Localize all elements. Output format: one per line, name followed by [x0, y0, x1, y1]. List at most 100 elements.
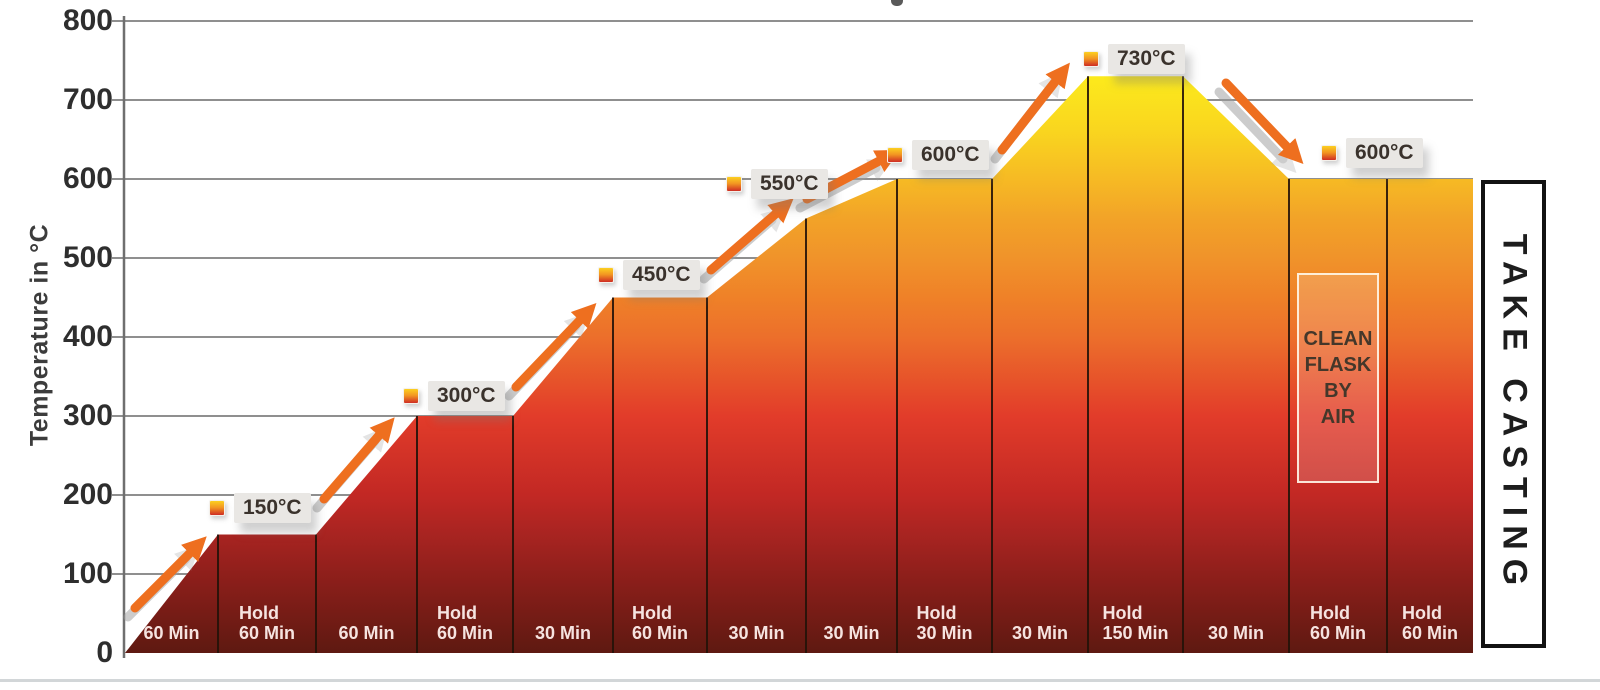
- ramp-arrow-icon: [511, 302, 597, 392]
- segment-label-line: 60 Min: [143, 622, 200, 643]
- ramp-arrow-icon: [706, 198, 794, 275]
- segment-label-line: 60 Min: [238, 622, 295, 643]
- segment-duration-label: 60 Min: [316, 591, 417, 653]
- y-tick-label-600: 600: [62, 162, 113, 195]
- y-tick-label-0: 0: [96, 636, 113, 669]
- segment-duration-label: Hold 150 Min: [1088, 591, 1183, 653]
- y-tick-label-500: 500: [62, 241, 113, 274]
- segment-label-line: 60 Min: [631, 622, 688, 643]
- profile-segment: [218, 534, 316, 653]
- temp-value-badge: 730°C: [1108, 44, 1185, 74]
- segment-label-line: 150 Min: [1102, 622, 1169, 643]
- heat-marker-icon: [726, 176, 742, 192]
- ramp-arrow-icon: [130, 536, 207, 613]
- profile-segment: [707, 218, 806, 653]
- segment-label-line: Hold: [916, 602, 957, 623]
- profile-segment: [1289, 179, 1387, 653]
- temp-point-label: 550°C: [726, 169, 828, 199]
- ramp-arrow-icon: [1221, 78, 1304, 165]
- segment-duration-label: Hold 30 Min: [897, 591, 992, 653]
- profile-segment: [992, 76, 1088, 654]
- bottom-divider-line: [0, 679, 1600, 682]
- segment-label-line: 60 Min: [436, 622, 493, 643]
- segment-duration-label: 30 Min: [806, 591, 897, 653]
- temp-value-badge: 150°C: [234, 493, 311, 523]
- profile-segment: [806, 179, 897, 653]
- segment-separators: [217, 76, 1388, 653]
- cropped-title-remnant: [891, 0, 903, 6]
- heat-marker-icon: [403, 388, 419, 404]
- temp-value-badge: 550°C: [751, 169, 828, 199]
- take-casting-annotation: TAKE CASTING: [1481, 180, 1546, 648]
- segment-label-line: Hold: [631, 602, 672, 623]
- ramp-arrow-icon: [319, 417, 395, 504]
- segment-label-line: 30 Min: [823, 622, 880, 643]
- segment-duration-label: 30 Min: [1183, 591, 1289, 653]
- profile-segment: [613, 297, 707, 653]
- profile-segment: [417, 416, 513, 653]
- segment-label-line: 30 Min: [728, 622, 785, 643]
- segment-label-line: 30 Min: [916, 622, 973, 643]
- heat-marker-icon: [1083, 51, 1099, 67]
- y-axis-title: Temperature in °C: [25, 223, 54, 447]
- segment-duration-label: Hold 60 Min: [1387, 591, 1473, 653]
- temp-value-badge: 450°C: [623, 260, 700, 290]
- temperature-profile-area: [125, 76, 1473, 654]
- clean-flask-line: CLEAN: [1303, 328, 1373, 350]
- segment-duration-label: Hold 60 Min: [1289, 591, 1387, 653]
- segment-duration-label: 30 Min: [992, 591, 1088, 653]
- profile-segment: [897, 179, 992, 653]
- segment-duration-label: 30 Min: [707, 591, 806, 653]
- ramp-arrow-shadow: [1214, 87, 1297, 174]
- y-tick-label-100: 100: [62, 557, 113, 590]
- clean-flask-line: BY: [1324, 380, 1352, 402]
- heat-marker-icon: [887, 147, 903, 163]
- y-tick-label-200: 200: [62, 478, 113, 511]
- segment-duration-label: Hold 60 Min: [613, 591, 707, 653]
- temp-point-label: 730°C: [1083, 44, 1185, 74]
- ramp-arrow-icon: [997, 62, 1070, 155]
- segment-duration-label: Hold 60 Min: [218, 591, 316, 653]
- ramp-arrow-shadow: [795, 158, 894, 213]
- temp-point-label: 600°C: [1321, 138, 1423, 168]
- take-casting-label: TAKE CASTING: [1495, 233, 1533, 595]
- segment-duration-label: Hold 60 Min: [417, 591, 513, 653]
- segment-label-line: Hold: [436, 602, 477, 623]
- profile-segment: [1387, 179, 1473, 653]
- heat-marker-icon: [598, 267, 614, 283]
- temp-value-badge: 600°C: [912, 140, 989, 170]
- segment-duration-label: 30 Min: [513, 591, 613, 653]
- clean-flask-annotation: CLEAN FLASK BY AIR: [1297, 273, 1379, 483]
- clean-flask-line: FLASK: [1304, 354, 1372, 376]
- segment-label-line: 60 Min: [1309, 622, 1366, 643]
- segment-label-line: 60 Min: [1401, 622, 1458, 643]
- segment-label-line: Hold: [1309, 602, 1350, 623]
- segment-label-line: 30 Min: [534, 622, 591, 643]
- profile-segment: [1088, 76, 1183, 654]
- temp-point-label: 150°C: [209, 493, 311, 523]
- y-tick-label-300: 300: [62, 399, 113, 432]
- temp-point-label: 450°C: [598, 260, 700, 290]
- temp-point-label: 600°C: [887, 140, 989, 170]
- clean-flask-line: AIR: [1320, 406, 1356, 428]
- segment-label-line: Hold: [1401, 602, 1442, 623]
- profile-segment: [1183, 76, 1289, 654]
- y-tick-label-700: 700: [62, 83, 113, 116]
- segment-label-line: 30 Min: [1011, 622, 1068, 643]
- ramp-arrows: [123, 62, 1304, 622]
- temp-value-badge: 600°C: [1346, 138, 1423, 168]
- segment-label-line: 60 Min: [338, 622, 395, 643]
- profile-segment: [316, 416, 417, 653]
- temp-value-badge: 300°C: [428, 381, 505, 411]
- profile-segment: [513, 297, 613, 653]
- heat-marker-icon: [209, 500, 225, 516]
- segment-label-line: 30 Min: [1207, 622, 1264, 643]
- segment-duration-label: 60 Min: [125, 591, 218, 653]
- segment-label-line: Hold: [238, 602, 279, 623]
- heat-marker-icon: [1321, 145, 1337, 161]
- segment-label-line: Hold: [1102, 602, 1143, 623]
- temp-point-label: 300°C: [403, 381, 505, 411]
- y-tick-label-400: 400: [62, 320, 113, 353]
